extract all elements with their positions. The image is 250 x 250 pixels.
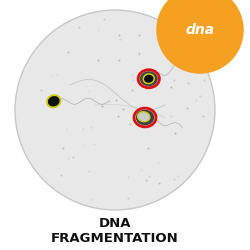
Text: FRAGMENTATION: FRAGMENTATION xyxy=(51,232,179,245)
Ellipse shape xyxy=(140,71,158,86)
Text: dna: dna xyxy=(186,23,214,37)
Ellipse shape xyxy=(47,95,60,107)
Ellipse shape xyxy=(143,74,154,84)
Ellipse shape xyxy=(136,110,154,125)
Circle shape xyxy=(156,0,244,74)
Circle shape xyxy=(15,10,215,210)
Text: DNA: DNA xyxy=(99,217,131,230)
Ellipse shape xyxy=(138,112,150,122)
